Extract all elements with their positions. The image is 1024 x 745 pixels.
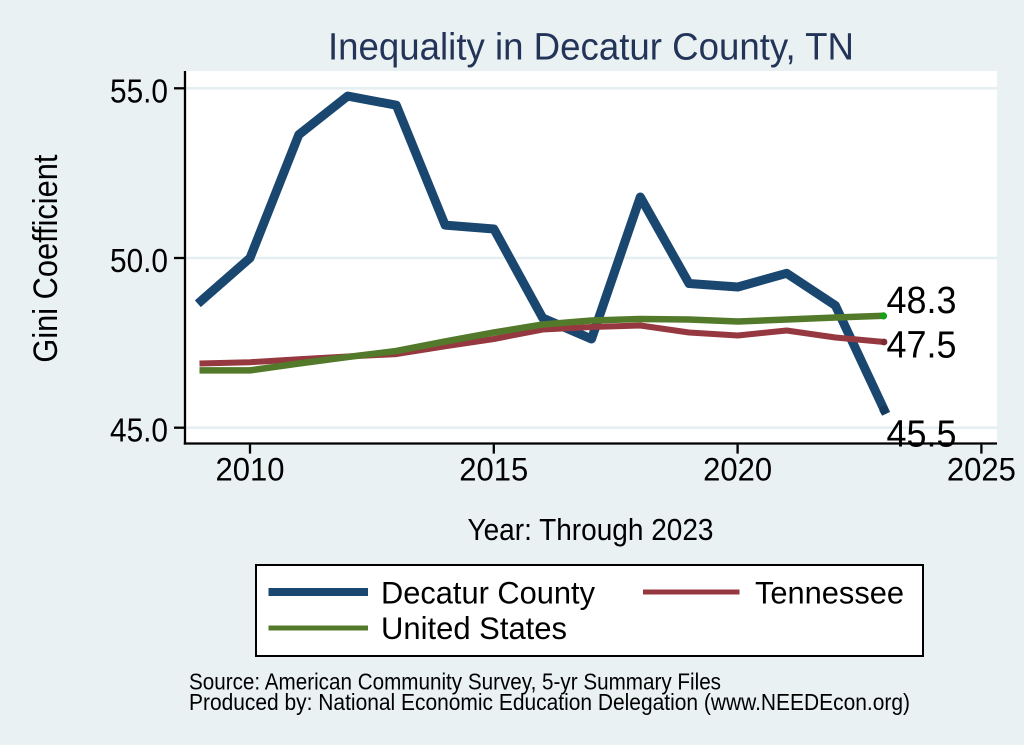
svg-text:Source: American Community Sur: Source: American Community Survey, 5-yr … — [189, 669, 721, 695]
svg-text:55.0: 55.0 — [110, 73, 168, 110]
svg-text:45.5: 45.5 — [887, 414, 957, 456]
svg-text:Year: Through 2023: Year: Through 2023 — [468, 513, 714, 547]
svg-text:Tennessee: Tennessee — [755, 574, 904, 610]
svg-text:2010: 2010 — [216, 452, 285, 488]
svg-text:45.0: 45.0 — [110, 413, 168, 450]
svg-text:2020: 2020 — [703, 452, 772, 488]
svg-text:Inequality in Decatur County,: Inequality in Decatur County, TN — [328, 27, 854, 69]
svg-text:Decatur County: Decatur County — [381, 574, 595, 610]
svg-text:2025: 2025 — [947, 452, 1016, 488]
svg-text:2015: 2015 — [459, 452, 528, 488]
svg-text:Produced by: National Economic: Produced by: National Economic Education… — [189, 689, 910, 715]
svg-text:47.5: 47.5 — [887, 325, 957, 367]
svg-text:48.3: 48.3 — [887, 280, 957, 322]
svg-text:United States: United States — [381, 610, 567, 646]
svg-text:Gini Coefficient: Gini Coefficient — [27, 154, 65, 362]
svg-text:50.0: 50.0 — [110, 243, 168, 280]
